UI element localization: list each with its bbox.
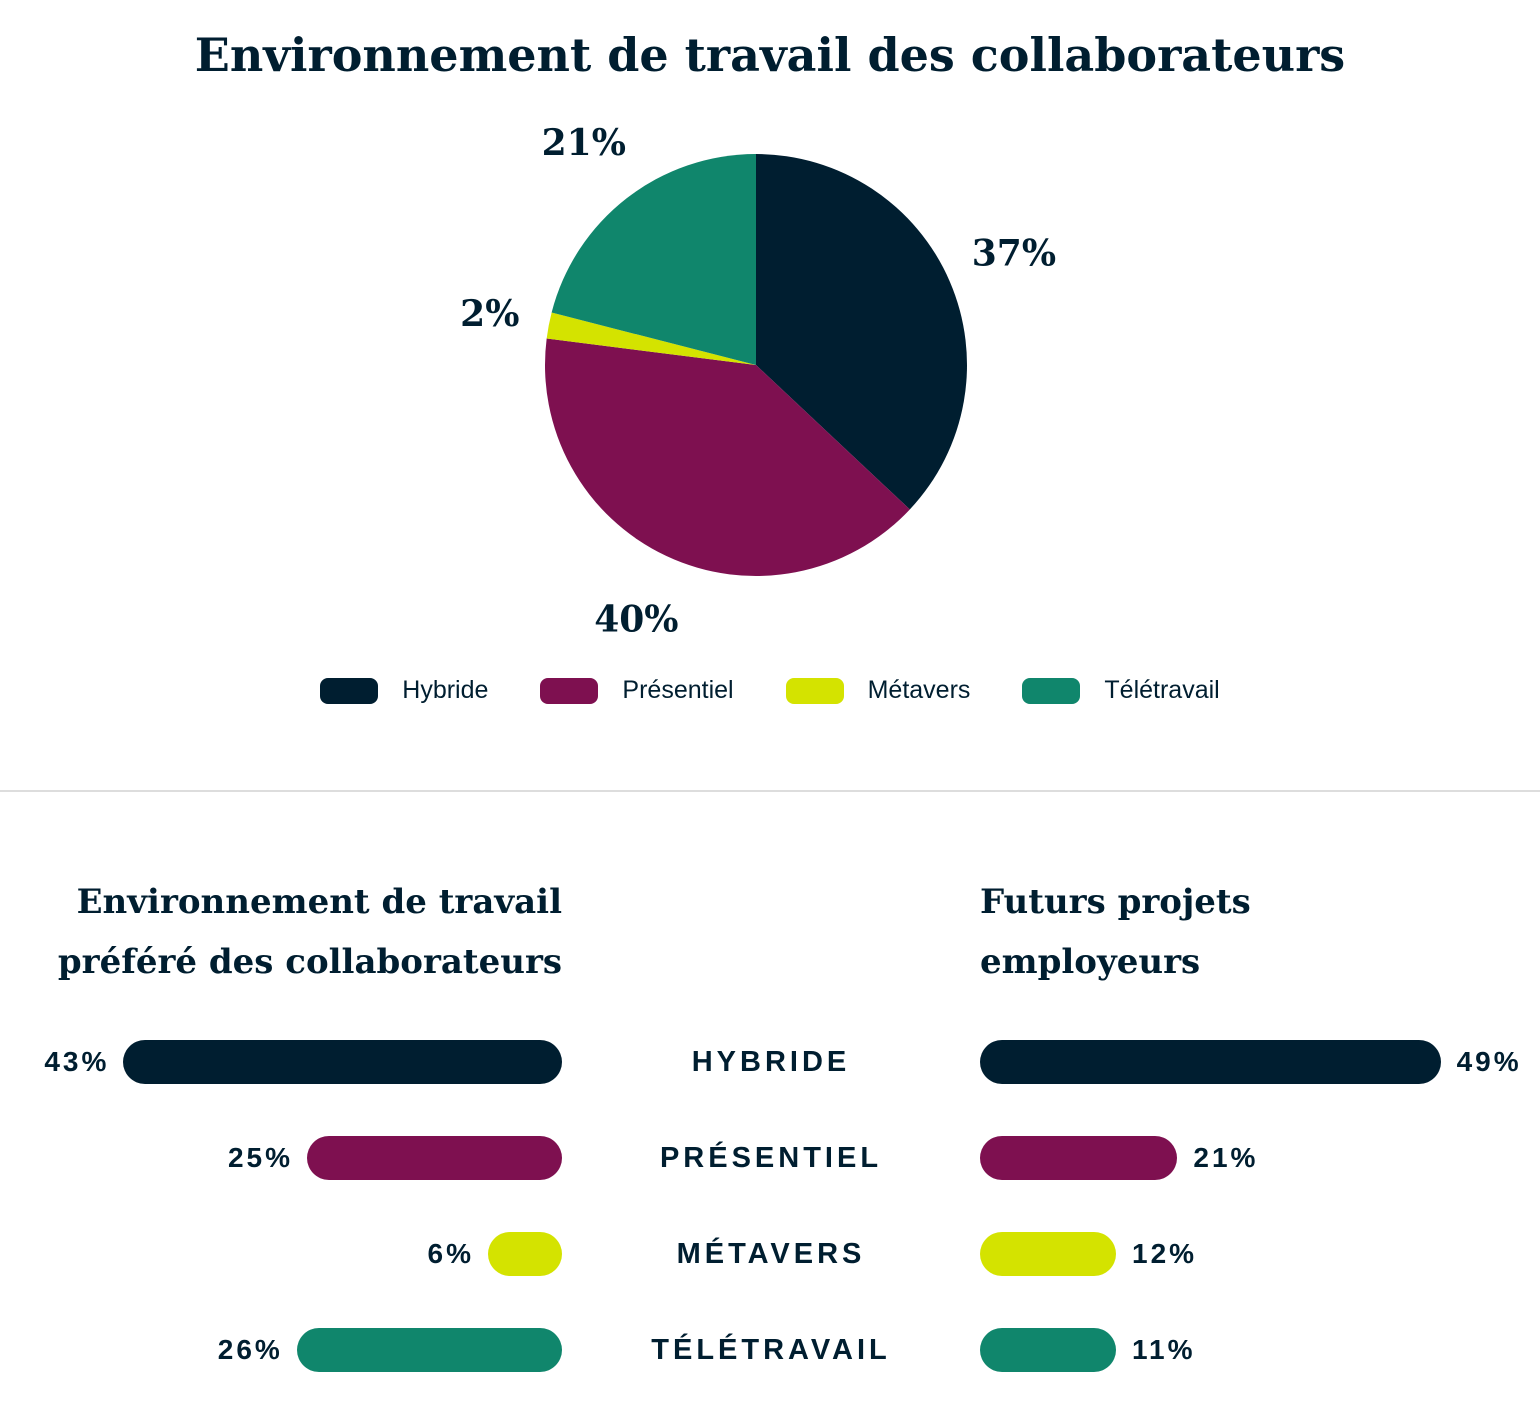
legend-label: Présentiel xyxy=(622,676,734,704)
right-bar xyxy=(980,1328,1116,1372)
title-line: Environnement de travail xyxy=(76,882,562,922)
right-bar-label: 11% xyxy=(1132,1334,1196,1365)
left-bar xyxy=(123,1040,562,1084)
legend: Hybride Présentiel Métavers Télétravail xyxy=(0,676,1540,705)
right-bar xyxy=(980,1040,1441,1084)
left-bar-label: 43% xyxy=(44,1046,110,1077)
bar-row-présentiel: 25% PRÉSENTIEL 21% xyxy=(0,1136,1540,1180)
category-label: PRÉSENTIEL xyxy=(659,1142,883,1174)
legend-swatch xyxy=(540,677,599,704)
left-bar-label: 6% xyxy=(427,1238,474,1269)
legend-swatch xyxy=(1022,677,1081,704)
bar-row-hybride: 43% HYBRIDE 49% xyxy=(0,1040,1540,1084)
left-bar-label: 25% xyxy=(227,1142,293,1173)
pie-slice-métavers xyxy=(546,312,756,365)
pie-data-label: 21% xyxy=(542,122,626,164)
pie-data-label: 2% xyxy=(460,293,519,335)
category-label: TÉLÉTRAVAIL xyxy=(651,1334,891,1366)
pie-slice-présentiel xyxy=(545,338,910,577)
legend-item-hybride: Hybride xyxy=(320,676,488,705)
pie-chart: 37% 40% 2% 21% xyxy=(460,122,1056,640)
legend-item-metavers: Métavers xyxy=(785,676,971,705)
right-chart-title: Futurs projets employeurs xyxy=(980,872,1251,992)
left-chart-title: Environnement de travail préféré des col… xyxy=(58,872,562,992)
title-line: Futurs projets xyxy=(980,882,1251,922)
pie-slice-hybride xyxy=(756,154,968,510)
right-bar-label: 21% xyxy=(1193,1142,1259,1173)
left-bar-label: 26% xyxy=(217,1334,283,1365)
left-bar xyxy=(307,1136,562,1180)
legend-swatch xyxy=(785,677,844,704)
left-bar xyxy=(296,1328,562,1372)
left-bar xyxy=(488,1232,562,1276)
category-label: HYBRIDE xyxy=(691,1046,851,1078)
legend-label: Métavers xyxy=(867,676,971,704)
legend-item-presentiel: Présentiel xyxy=(540,676,734,705)
divider xyxy=(0,790,1540,792)
right-bar-label: 49% xyxy=(1456,1046,1522,1077)
legend-item-teletravail: Télétravail xyxy=(1022,676,1220,705)
legend-label: Télétravail xyxy=(1104,676,1220,704)
pie-slice-télétravail xyxy=(551,154,756,365)
right-bar xyxy=(980,1232,1116,1276)
pie-data-label: 37% xyxy=(972,232,1056,274)
title-line: préféré des collaborateurs xyxy=(57,942,562,982)
category-label: MÉTAVERS xyxy=(676,1238,866,1270)
pie-data-label: 40% xyxy=(594,598,678,640)
bar-row-métavers: 6% MÉTAVERS 12% xyxy=(0,1232,1540,1276)
legend-swatch xyxy=(320,677,379,704)
legend-label: Hybride xyxy=(402,676,489,704)
chart-title: Environnement de travail des collaborate… xyxy=(194,28,1346,82)
title-line: employeurs xyxy=(980,942,1201,982)
right-bar xyxy=(980,1136,1178,1180)
bar-row-télétravail: 26% TÉLÉTRAVAIL 11% xyxy=(0,1328,1540,1372)
right-bar-label: 12% xyxy=(1132,1238,1198,1269)
